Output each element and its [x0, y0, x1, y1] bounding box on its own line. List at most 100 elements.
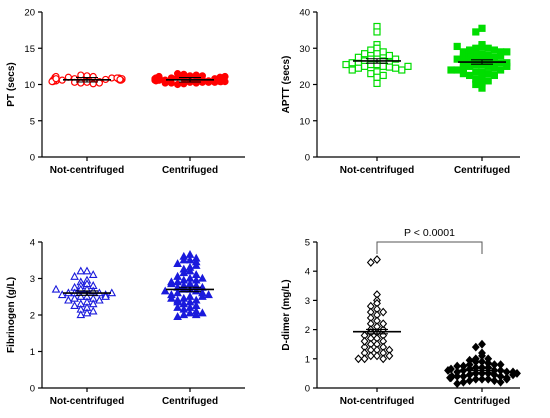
panel-d-dimer: 0 1 2 3 4 5 Not-centrifuged Centrifuged D-dimer … — [281, 227, 521, 407]
data-point — [496, 360, 505, 370]
data-point — [367, 60, 375, 69]
data-point — [88, 270, 98, 279]
data-point — [392, 64, 400, 72]
data-point — [379, 307, 388, 317]
data-point — [179, 310, 189, 319]
data-point — [379, 319, 388, 329]
y-tick-label: 5 — [305, 238, 310, 249]
data-point — [185, 308, 195, 317]
data-point — [348, 66, 356, 74]
data-point — [155, 74, 163, 82]
data-point — [490, 71, 498, 80]
data-point — [490, 46, 498, 54]
data-point — [360, 336, 369, 346]
data-point — [116, 75, 124, 84]
data-point — [502, 374, 511, 384]
data-point — [361, 50, 369, 58]
data-point — [466, 71, 474, 80]
y-tick-label: 2 — [30, 311, 35, 322]
data-point — [167, 293, 176, 302]
x-category-label: Centrifuged — [454, 396, 510, 407]
data-point — [173, 312, 182, 320]
data-point — [191, 310, 201, 319]
data-point — [478, 374, 486, 384]
y-tick-label: 3 — [305, 296, 310, 307]
data-point — [453, 361, 462, 371]
data-point — [497, 51, 505, 60]
data-point — [497, 66, 505, 74]
data-point — [167, 279, 176, 288]
data-point — [478, 339, 486, 349]
data-point — [484, 374, 493, 384]
data-point — [490, 64, 498, 72]
data-point — [398, 66, 406, 74]
data-point — [379, 62, 387, 70]
data-point — [82, 308, 92, 317]
x-category-label: Centrifuged — [162, 396, 218, 407]
data-point — [160, 286, 170, 295]
data-point — [503, 48, 511, 56]
data-point — [373, 255, 381, 264]
data-point — [64, 295, 73, 304]
y-tick-label: 4 — [305, 267, 310, 278]
y-tick-label: 3 — [30, 274, 35, 285]
data-point — [70, 271, 79, 280]
data-point — [101, 292, 110, 300]
x-category-label: Not-centrifuged — [50, 396, 124, 407]
data-point — [379, 48, 387, 56]
data-point — [51, 284, 61, 293]
data-point — [472, 28, 480, 36]
y-axis-label: D-dimer (mg/L) — [281, 279, 292, 350]
data-point — [379, 354, 388, 364]
data-point — [198, 308, 207, 317]
y-tick-label: 10 — [24, 80, 35, 91]
data-point — [354, 354, 363, 364]
x-category-label: Not-centrifuged — [340, 165, 414, 176]
data-point — [459, 377, 468, 387]
data-point — [471, 342, 480, 352]
data-point — [453, 55, 461, 63]
y-axis-label: APTT (secs) — [281, 56, 292, 114]
data-point — [385, 351, 394, 361]
data-point — [448, 371, 456, 381]
data-point — [379, 71, 387, 80]
data-point — [70, 301, 79, 310]
data-point — [95, 295, 104, 304]
y-tick-label: 10 — [299, 116, 310, 127]
y-tick-label: 1 — [30, 347, 35, 358]
data-point — [77, 79, 85, 87]
data-point — [484, 70, 492, 78]
data-point — [216, 77, 224, 86]
data-point — [447, 66, 455, 74]
y-tick-label: 1 — [305, 354, 310, 365]
data-point — [496, 377, 505, 387]
y-tick-label: 0 — [30, 384, 35, 395]
data-point — [490, 376, 499, 386]
y-tick-label: 40 — [299, 8, 310, 19]
data-point — [366, 258, 375, 267]
data-point — [373, 351, 381, 361]
data-point — [366, 351, 375, 361]
data-point — [95, 79, 104, 87]
x-category-label: Centrifuged — [454, 165, 510, 176]
data-point — [472, 80, 480, 89]
data-point — [173, 259, 182, 268]
data-point — [478, 24, 486, 32]
y-tick-label: 15 — [24, 44, 35, 55]
data-point — [52, 75, 60, 83]
data-point — [453, 66, 461, 74]
x-category-label: Not-centrifuged — [50, 165, 124, 176]
data-point — [342, 60, 350, 69]
data-point — [392, 55, 400, 63]
data-point — [484, 44, 492, 52]
data-point — [361, 62, 369, 70]
data-point — [191, 260, 201, 269]
data-point — [192, 79, 200, 87]
data-point — [478, 41, 486, 49]
data-point — [478, 84, 486, 92]
y-tick-label: 4 — [30, 238, 35, 249]
panel-pt: 0 5 10 15 20 Not-centrifuged Centrifuged PT (se… — [6, 8, 245, 176]
panel-fibrinogen: 0 1 2 3 4 Not-centrifuged Centrifuged Fibrinoge… — [6, 238, 245, 407]
